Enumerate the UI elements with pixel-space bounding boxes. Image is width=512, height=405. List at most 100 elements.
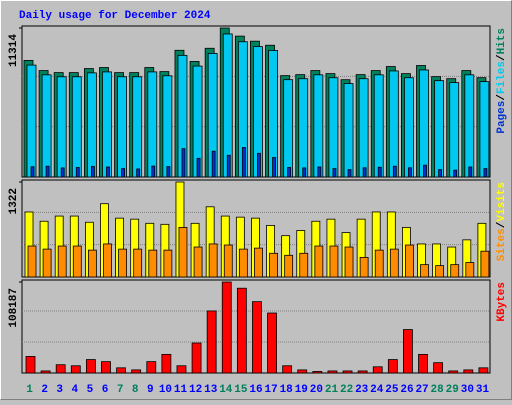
bar <box>269 252 278 278</box>
bar <box>328 77 339 178</box>
bar <box>206 310 217 374</box>
bar <box>45 165 50 178</box>
bar <box>166 166 171 178</box>
bar <box>193 246 203 278</box>
x-tick-label: 17 <box>264 384 277 396</box>
bar <box>72 245 82 278</box>
bar <box>56 76 67 178</box>
bar <box>302 167 307 178</box>
bar <box>163 249 173 278</box>
x-tick-label: 11 <box>174 384 188 396</box>
bar <box>297 369 308 374</box>
bar <box>257 152 261 178</box>
bar <box>374 249 384 278</box>
bar <box>75 167 80 178</box>
bar <box>408 167 412 178</box>
bar <box>299 252 309 278</box>
x-tick-label: 2 <box>41 384 48 396</box>
legend-separator: / <box>496 54 508 61</box>
x-tick-label: 25 <box>385 384 399 396</box>
bar <box>403 329 413 374</box>
bar <box>313 74 324 178</box>
bar <box>116 367 126 374</box>
x-tick-label: 29 <box>446 384 459 396</box>
bar <box>283 79 294 178</box>
x-tick-label: 5 <box>87 384 94 396</box>
bar <box>450 264 460 278</box>
bar <box>387 359 398 374</box>
bar <box>191 342 202 374</box>
bar <box>480 250 490 278</box>
legend-entry: Pages <box>496 101 508 134</box>
bar <box>117 76 127 178</box>
bar <box>388 70 399 178</box>
x-tick-label: 16 <box>249 384 262 396</box>
bar <box>148 249 158 278</box>
y-tick-label: 11314 <box>8 34 20 67</box>
x-tick-label: 10 <box>159 384 172 396</box>
bar <box>282 365 293 374</box>
bar <box>435 265 445 278</box>
bar <box>433 362 444 374</box>
bar <box>178 227 188 278</box>
bar <box>448 370 459 374</box>
bar <box>162 75 173 178</box>
bar <box>70 365 81 374</box>
x-tick-label: 30 <box>461 384 474 396</box>
x-tick-label: 7 <box>117 384 124 396</box>
legend-entry: KBytes <box>496 282 508 322</box>
bar <box>254 247 263 278</box>
y-tick-label: 1322 <box>8 188 20 214</box>
bar <box>479 81 490 178</box>
bar <box>314 245 324 278</box>
bar <box>329 245 339 278</box>
bar <box>434 80 445 178</box>
bar <box>343 83 354 178</box>
bar <box>30 166 35 178</box>
x-tick-label: 8 <box>132 384 139 396</box>
bar <box>372 366 383 374</box>
bar <box>342 370 353 374</box>
x-tick-label: 4 <box>72 384 79 396</box>
bar <box>344 246 354 278</box>
bar <box>87 249 97 278</box>
bar <box>272 157 276 178</box>
x-tick-label: 1 <box>26 384 33 396</box>
bar <box>223 244 233 278</box>
bar <box>347 169 352 178</box>
bar <box>101 361 111 374</box>
legend: Sites/Visits <box>496 182 508 261</box>
bar <box>55 364 66 374</box>
bar <box>438 169 443 178</box>
bar <box>121 168 125 178</box>
y-tick-label: 108187 <box>8 288 20 328</box>
bar <box>146 361 157 374</box>
bar <box>463 369 474 374</box>
legend-separator: / <box>496 94 508 101</box>
bar <box>267 312 277 374</box>
bar <box>208 243 218 278</box>
bar <box>26 64 37 178</box>
bar <box>464 74 475 178</box>
x-tick-label: 26 <box>400 384 413 396</box>
bar <box>133 248 143 278</box>
bar <box>86 72 97 178</box>
x-tick-label: 6 <box>102 384 109 396</box>
bar <box>103 243 112 278</box>
bar <box>71 76 82 178</box>
bar <box>221 281 232 374</box>
legend: Pages/Files/Hits <box>496 28 508 134</box>
x-tick-label: 3 <box>56 384 63 396</box>
bar <box>468 166 473 178</box>
bar <box>453 169 458 178</box>
bar <box>176 365 187 374</box>
bar <box>136 168 141 178</box>
bar <box>312 371 323 374</box>
bar <box>362 167 367 178</box>
bar <box>404 77 414 178</box>
bar <box>40 370 51 374</box>
x-tick-label: 24 <box>370 384 384 396</box>
bar <box>25 356 36 374</box>
bar <box>236 287 247 374</box>
